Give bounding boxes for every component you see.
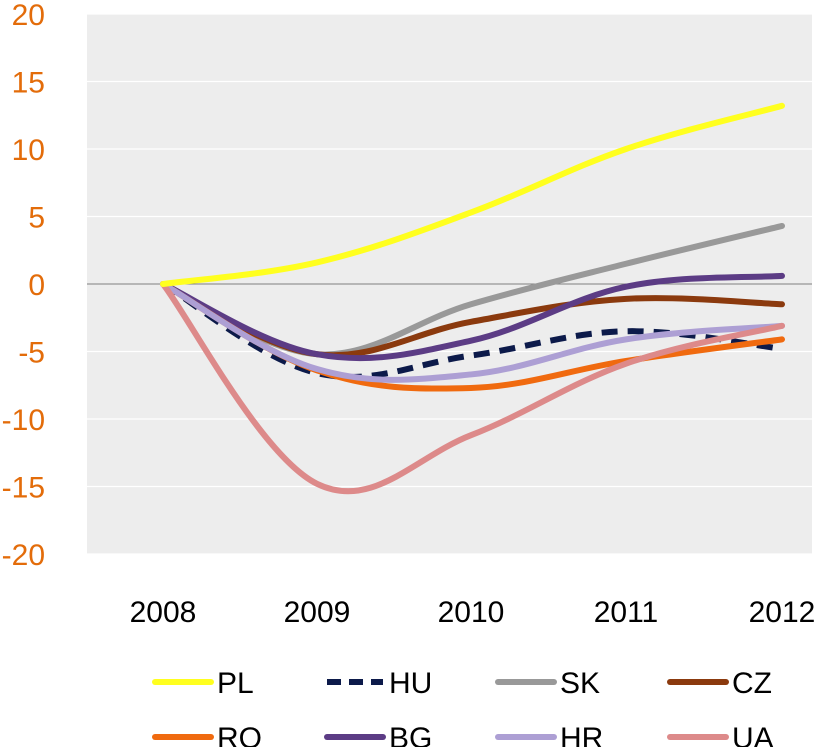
y-tick-label: 0 — [28, 269, 45, 302]
x-tick-label: 2008 — [130, 596, 197, 629]
y-tick-label: 10 — [12, 134, 45, 167]
y-axis-ticks: 20 15 10 5 0 -5 -10 -15 -20 — [2, 0, 45, 572]
series-lines — [160, 102, 785, 495]
series-line-hr — [160, 281, 785, 383]
legend-label-cz: CZ — [732, 667, 772, 700]
legend: PL HU SK CZ RO BG HR UA — [152, 667, 774, 747]
legend-label-hr: HR — [560, 722, 603, 747]
y-tick-label: -5 — [18, 337, 45, 370]
x-tick-label: 2012 — [749, 596, 816, 629]
legend-label-ua: UA — [732, 722, 774, 747]
y-tick-label: -10 — [2, 404, 45, 437]
series-line-ua — [160, 281, 785, 495]
y-tick-label: 5 — [28, 202, 45, 235]
y-tick-label: -15 — [2, 472, 45, 505]
x-tick-label: 2011 — [594, 596, 659, 629]
y-tick-label: 15 — [12, 67, 45, 100]
x-axis-ticks: 2008 2009 2010 2011 2012 — [130, 596, 816, 629]
series-line-bg — [160, 272, 785, 362]
gridlines — [87, 13, 812, 555]
y-tick-label: 20 — [12, 0, 45, 32]
legend-label-bg: BG — [389, 722, 432, 747]
y-tick-label: -20 — [2, 539, 45, 572]
x-tick-label: 2010 — [438, 596, 505, 629]
legend-label-hu: HU — [389, 667, 432, 700]
series-line-pl — [160, 102, 785, 287]
x-tick-label: 2009 — [284, 596, 351, 629]
legend-label-sk: SK — [560, 667, 600, 700]
series-line-hu — [161, 281, 783, 380]
legend-label-pl: PL — [217, 667, 254, 700]
legend-label-ro: RO — [217, 722, 262, 747]
